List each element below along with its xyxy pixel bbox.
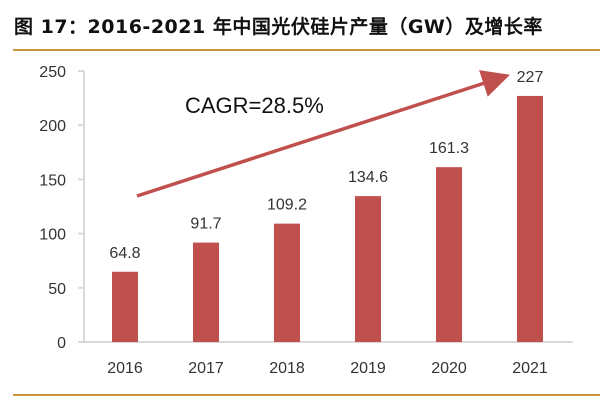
bar-2019 [355,196,381,342]
y-tick-label: 250 [39,64,66,81]
bar-2021 [517,95,543,342]
x-tick-label: 2018 [269,360,305,377]
bar-2016 [112,271,138,342]
bar-2018 [274,223,300,342]
x-tick-label: 2017 [188,360,224,377]
data-label: 64.8 [109,245,140,262]
x-tick-label: 2016 [107,360,143,377]
data-label: 91.7 [190,216,221,233]
data-label: 227 [517,69,544,86]
x-tick-label: 2020 [431,360,467,377]
bar-2020 [436,167,462,342]
y-tick-label: 150 [39,172,66,189]
bar-2017 [193,242,219,342]
cagr-arrow [136,70,510,198]
bottom-divider [13,394,600,396]
data-label: 134.6 [348,169,388,186]
data-label: 109.2 [267,197,307,214]
x-tick-label: 2019 [350,360,386,377]
x-tick-label: 2021 [512,360,548,377]
y-tick-label: 200 [39,118,66,135]
y-tick-label: 0 [57,335,66,352]
y-tick-label: 100 [39,227,66,244]
chart-title: 图 17：2016-2021 年中国光伏硅片产量（GW）及增长率 [14,16,543,38]
y-tick-label: 50 [48,281,66,298]
data-label: 161.3 [429,140,469,157]
top-divider [13,49,600,51]
cagr-annotation: CAGR=28.5% [185,93,324,118]
